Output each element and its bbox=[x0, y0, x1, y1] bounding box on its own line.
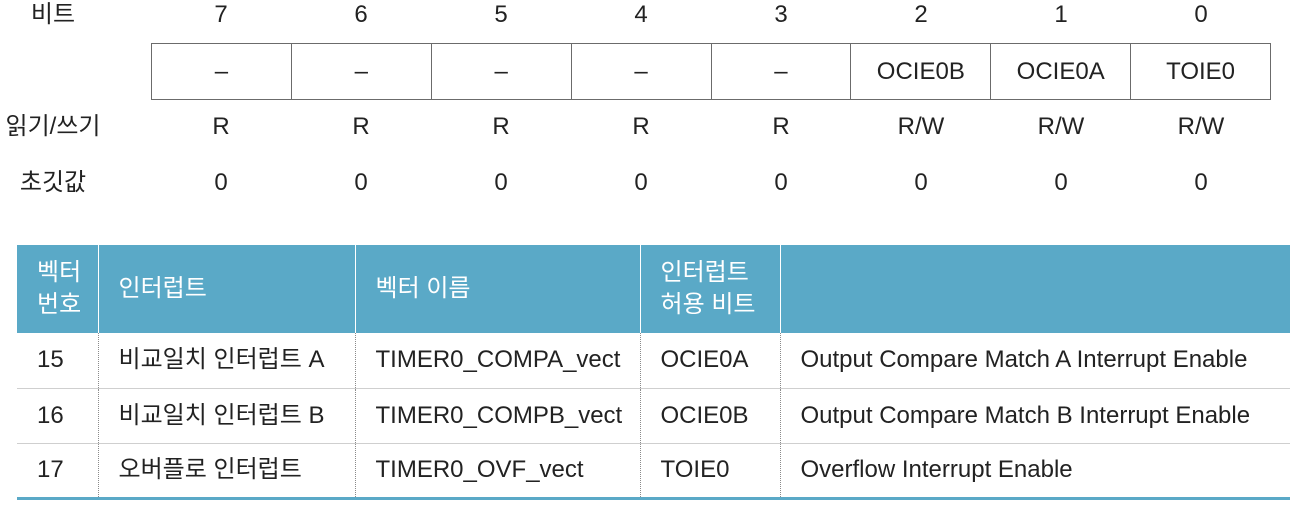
rw-row-label: 읽기/쓰기 bbox=[5, 113, 101, 140]
init-value: 0 bbox=[914, 169, 928, 196]
bit-number: 5 bbox=[494, 1, 508, 28]
description-cell: Output Compare Match A Interrupt Enable bbox=[780, 333, 1290, 389]
description-cell: Output Compare Match B Interrupt Enable bbox=[780, 388, 1290, 444]
vector-number-cell: 17 bbox=[17, 443, 99, 500]
interrupt-cell: 비교일치 인터럽트 B bbox=[98, 388, 356, 444]
bit-number: 1 bbox=[1054, 1, 1068, 28]
bit-number: 7 bbox=[214, 1, 228, 28]
vector-name-cell: TIMER0_OVF_vect bbox=[355, 443, 641, 500]
bit-number: 0 bbox=[1194, 1, 1208, 28]
table-row: 15 비교일치 인터럽트 A TIMER0_COMPA_vect OCIE0A … bbox=[17, 333, 1290, 389]
rw-value: R bbox=[772, 113, 790, 140]
enable-bit-cell: TOIE0 bbox=[640, 443, 781, 500]
bit-number: 2 bbox=[914, 1, 928, 28]
rw-value: R/W bbox=[897, 113, 945, 140]
bit-number-cells: 7 6 5 4 3 2 1 0 bbox=[151, 0, 1271, 30]
rw-value: R bbox=[352, 113, 370, 140]
header-vector-number: 벡터 번호 bbox=[17, 245, 99, 333]
init-value: 0 bbox=[354, 169, 368, 196]
bit-row-label: 비트 bbox=[30, 1, 76, 28]
init-value: 0 bbox=[494, 169, 508, 196]
enable-bit-cell: OCIE0A bbox=[640, 333, 781, 389]
bit-name-cell: – bbox=[570, 44, 711, 99]
init-value: 0 bbox=[1194, 169, 1208, 196]
interrupt-cell: 비교일치 인터럽트 A bbox=[98, 333, 356, 389]
bit-number: 6 bbox=[354, 1, 368, 28]
init-value: 0 bbox=[1054, 169, 1068, 196]
enable-bit-cell: OCIE0B bbox=[640, 388, 781, 444]
description-cell: Overflow Interrupt Enable bbox=[780, 443, 1290, 500]
bit-name-cell: – bbox=[430, 44, 571, 99]
bit-name-cell: – bbox=[214, 58, 229, 85]
initial-value-row: 초깃값 0 0 0 0 0 0 0 0 bbox=[0, 168, 1296, 198]
bit-name-cell: – bbox=[290, 44, 431, 99]
init-value: 0 bbox=[774, 169, 788, 196]
rw-value: R bbox=[492, 113, 510, 140]
interrupt-cell: 오버플로 인터럽트 bbox=[98, 443, 356, 500]
bit-name-cell: TOIE0 bbox=[1130, 44, 1270, 99]
rw-value: R/W bbox=[1177, 113, 1225, 140]
vector-name-cell: TIMER0_COMPA_vect bbox=[355, 333, 641, 389]
table-header: 벡터 번호 인터럽트 벡터 이름 인터럽트 허용 비트 bbox=[17, 245, 1290, 333]
header-interrupt: 인터럽트 bbox=[98, 245, 356, 333]
rw-cells: R R R R R R/W R/W R/W bbox=[151, 112, 1271, 142]
rw-value: R/W bbox=[1037, 113, 1085, 140]
read-write-row: 읽기/쓰기 R R R R R R/W R/W R/W bbox=[0, 112, 1296, 142]
init-row-label: 초깃값 bbox=[19, 169, 87, 196]
header-vector-name: 벡터 이름 bbox=[355, 245, 641, 333]
register-bit-box: – – – – – OCIE0B OCIE0A TOIE0 bbox=[151, 43, 1271, 100]
header-description bbox=[780, 245, 1290, 333]
init-cells: 0 0 0 0 0 0 0 0 bbox=[151, 168, 1271, 198]
vector-name-cell: TIMER0_COMPB_vect bbox=[355, 388, 641, 444]
vector-number-cell: 15 bbox=[17, 333, 99, 389]
bit-name-cell: – bbox=[710, 44, 851, 99]
rw-value: R bbox=[632, 113, 650, 140]
init-value: 0 bbox=[634, 169, 648, 196]
bit-number: 3 bbox=[774, 1, 788, 28]
rw-value: R bbox=[212, 113, 230, 140]
interrupt-vector-table: 벡터 번호 인터럽트 벡터 이름 인터럽트 허용 비트 15 비교일치 인터럽트… bbox=[17, 245, 1290, 500]
table-body: 15 비교일치 인터럽트 A TIMER0_COMPA_vect OCIE0A … bbox=[17, 333, 1290, 500]
bit-name-cell: OCIE0B bbox=[850, 44, 990, 99]
header-row: 벡터 번호 인터럽트 벡터 이름 인터럽트 허용 비트 bbox=[17, 245, 1290, 333]
table-row: 17 오버플로 인터럽트 TIMER0_OVF_vect TOIE0 Overf… bbox=[17, 443, 1290, 500]
bit-number: 4 bbox=[634, 1, 648, 28]
table-row: 16 비교일치 인터럽트 B TIMER0_COMPB_vect OCIE0B … bbox=[17, 388, 1290, 444]
vector-number-cell: 16 bbox=[17, 388, 99, 444]
bit-name-cell: OCIE0A bbox=[990, 44, 1130, 99]
init-value: 0 bbox=[214, 169, 228, 196]
bit-number-row: 비트 7 6 5 4 3 2 1 0 bbox=[0, 0, 1296, 30]
header-enable-bit: 인터럽트 허용 비트 bbox=[640, 245, 781, 333]
